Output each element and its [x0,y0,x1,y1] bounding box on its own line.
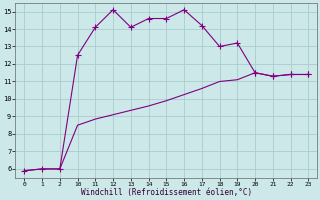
X-axis label: Windchill (Refroidissement éolien,°C): Windchill (Refroidissement éolien,°C) [81,188,252,197]
